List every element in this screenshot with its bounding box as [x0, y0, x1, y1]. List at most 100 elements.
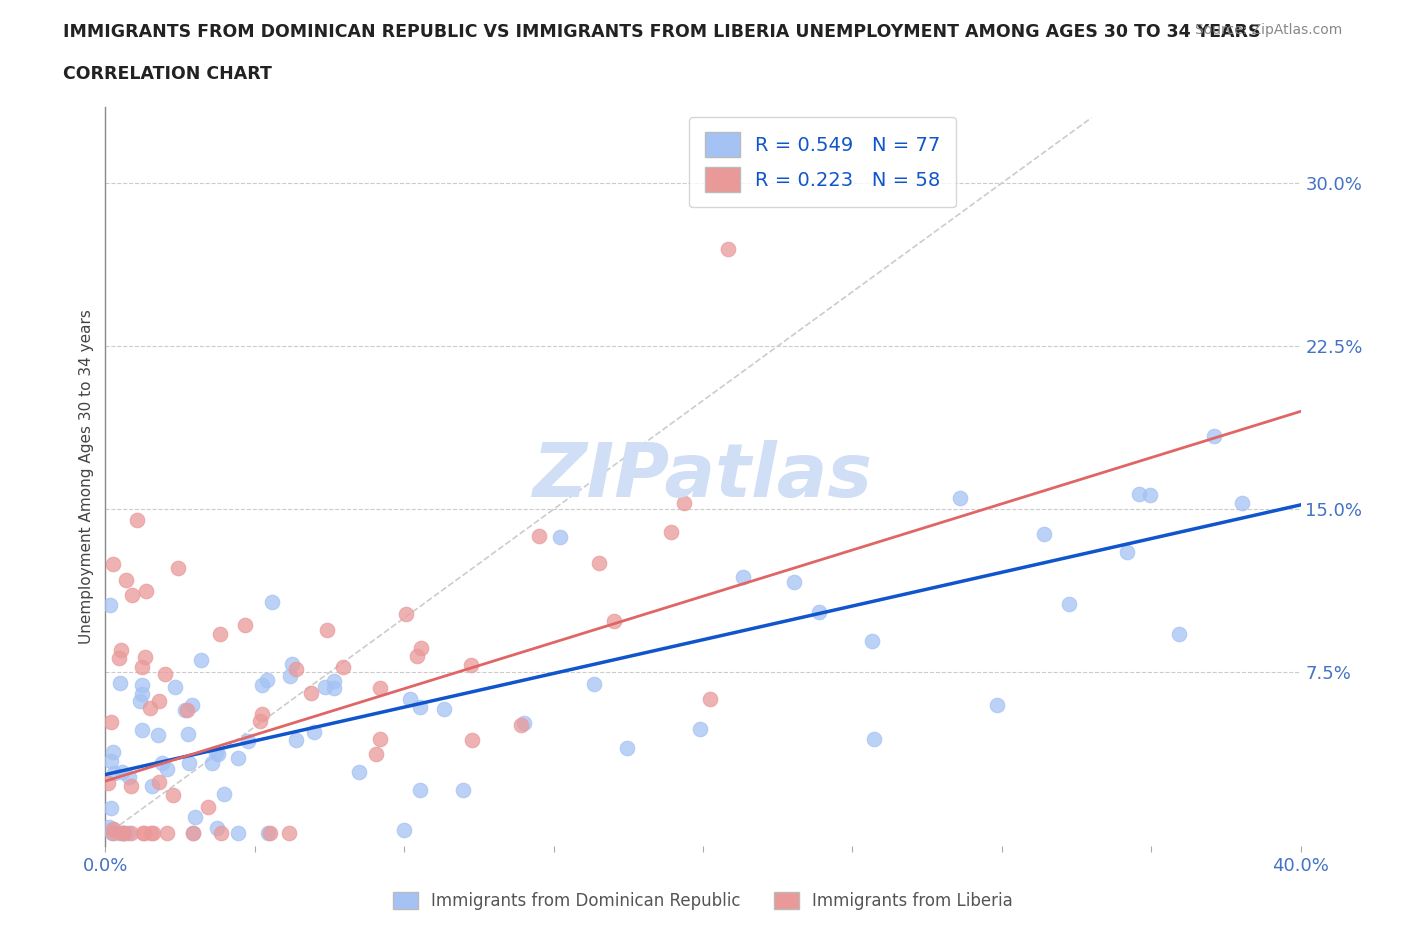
Point: [548, 529, 571, 544]
Point: [156, 762, 179, 777]
Point: [460, 733, 482, 748]
Point: [155, 826, 177, 841]
Point: [181, 826, 204, 841]
Point: [111, 764, 134, 779]
Point: [162, 788, 184, 803]
Point: [131, 660, 153, 675]
Point: [314, 679, 336, 694]
Point: [277, 826, 299, 841]
Point: [111, 826, 134, 841]
Point: [181, 826, 204, 841]
Point: [394, 822, 416, 837]
Point: [347, 765, 370, 780]
Point: [190, 652, 212, 667]
Point: [108, 651, 131, 666]
Point: [782, 575, 804, 590]
Point: [659, 525, 682, 539]
Point: [513, 716, 536, 731]
Point: [1139, 488, 1161, 503]
Point: [139, 701, 162, 716]
Point: [129, 694, 152, 709]
Point: [101, 745, 124, 760]
Point: [167, 561, 190, 576]
Point: [299, 686, 322, 701]
Point: [262, 595, 284, 610]
Point: [197, 800, 219, 815]
Point: [226, 826, 249, 841]
Point: [460, 658, 482, 672]
Point: [117, 826, 139, 841]
Point: [409, 699, 432, 714]
Point: [100, 714, 122, 729]
Point: [368, 731, 391, 746]
Point: [131, 722, 153, 737]
Point: [97, 776, 120, 790]
Point: [120, 779, 142, 794]
Point: [807, 604, 830, 619]
Point: [163, 680, 186, 695]
Point: [101, 826, 124, 841]
Point: [111, 826, 134, 841]
Point: [259, 826, 281, 841]
Point: [177, 726, 200, 741]
Point: [101, 557, 124, 572]
Point: [97, 819, 120, 834]
Point: [399, 691, 422, 706]
Point: [603, 614, 626, 629]
Point: [208, 626, 231, 641]
Point: [395, 606, 418, 621]
Point: [860, 633, 883, 648]
Point: [131, 677, 153, 692]
Point: [148, 775, 170, 790]
Point: [284, 733, 307, 748]
Point: [101, 821, 124, 836]
Point: [323, 674, 346, 689]
Point: [107, 826, 129, 841]
Point: [121, 587, 143, 602]
Point: [101, 826, 124, 841]
Point: [141, 778, 163, 793]
Point: [366, 746, 388, 761]
Point: [200, 756, 222, 771]
Point: [205, 746, 228, 761]
Point: [1033, 526, 1056, 541]
Point: [209, 826, 232, 841]
Legend: Immigrants from Dominican Republic, Immigrants from Liberia: Immigrants from Dominican Republic, Immi…: [387, 885, 1019, 917]
Point: [148, 727, 170, 742]
Text: Source: ZipAtlas.com: Source: ZipAtlas.com: [1195, 23, 1343, 37]
Point: [180, 698, 202, 712]
Point: [582, 676, 605, 691]
Point: [302, 725, 325, 740]
Point: [717, 241, 740, 256]
Point: [233, 618, 256, 632]
Point: [689, 721, 711, 736]
Point: [332, 660, 354, 675]
Point: [226, 751, 249, 765]
Point: [1204, 429, 1226, 444]
Legend: R = 0.549   N = 77, R = 0.223   N = 58: R = 0.549 N = 77, R = 0.223 N = 58: [689, 116, 956, 207]
Point: [433, 701, 456, 716]
Point: [672, 495, 695, 510]
Point: [588, 555, 610, 570]
Point: [453, 783, 475, 798]
Point: [150, 755, 173, 770]
Point: [98, 597, 121, 612]
Text: CORRELATION CHART: CORRELATION CHART: [63, 65, 273, 83]
Point: [409, 641, 432, 656]
Point: [406, 648, 429, 663]
Point: [252, 677, 274, 692]
Point: [179, 755, 201, 770]
Point: [135, 583, 157, 598]
Point: [141, 826, 163, 841]
Point: [256, 672, 278, 687]
Point: [616, 741, 638, 756]
Point: [142, 826, 165, 841]
Point: [100, 801, 122, 816]
Text: ZIPatlas: ZIPatlas: [533, 440, 873, 513]
Point: [184, 810, 207, 825]
Point: [212, 786, 235, 801]
Point: [862, 732, 884, 747]
Point: [236, 733, 259, 748]
Point: [1168, 627, 1191, 642]
Point: [1230, 496, 1253, 511]
